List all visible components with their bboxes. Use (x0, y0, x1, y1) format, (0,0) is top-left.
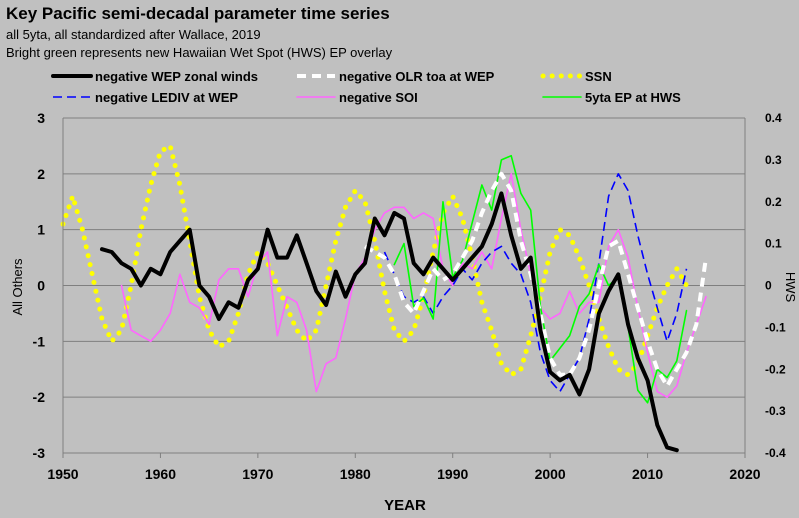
y-tick-label-right: -0.4 (765, 446, 786, 460)
chart-subtitle-1: all 5yta, all standardized after Wallace… (6, 27, 261, 42)
legend-label: negative LEDIV at WEP (95, 90, 238, 105)
series-line-2 (60, 143, 689, 378)
y-axis-label-right: HWS (783, 272, 798, 303)
series-layer (60, 143, 708, 453)
x-tick-label: 1980 (340, 466, 371, 482)
series-line-4 (120, 173, 707, 399)
x-tick-label: 1950 (47, 466, 78, 482)
y-tick-label-right: -0.3 (765, 404, 786, 418)
plot-area: 1950 1960 1970 1980 1990 2000 2010 2020 3 2 1 0 -1 -2… (33, 110, 786, 482)
chart-title: Key Pacific semi-decadal parameter time … (6, 4, 390, 23)
series-line-3 (383, 173, 688, 393)
y-tick-label-left: 2 (37, 166, 45, 182)
x-tick-label: 2020 (729, 466, 760, 482)
header: Key Pacific semi-decadal parameter time … (6, 4, 393, 60)
legend-label: negative WEP zonal winds (95, 69, 258, 84)
legend: negative WEP zonal winds negative OLR toa… (51, 69, 681, 105)
y-tick-label-right: 0 (765, 279, 772, 293)
y-tick-label-left: -1 (33, 333, 46, 349)
x-tick-label: 1970 (242, 466, 273, 482)
x-tick-label: 1990 (437, 466, 468, 482)
chart-subtitle-2: Bright green represents new Hawaiian Wet… (6, 45, 393, 60)
y-tick-label-right: 0.2 (765, 195, 782, 209)
x-axis-label: YEAR (384, 497, 426, 514)
y-tick-label-left: 0 (37, 278, 45, 294)
y-tick-label-right: 0.1 (765, 237, 782, 251)
y-tick-label-left: 3 (37, 110, 45, 126)
y-tick-label-right: 0.4 (765, 111, 782, 125)
y-tick-label-right: -0.1 (765, 320, 786, 334)
gridlines (63, 117, 745, 454)
legend-label: SSN (585, 69, 612, 84)
legend-label: 5yta EP at HWS (585, 90, 681, 105)
x-tick-label: 2010 (632, 466, 663, 482)
x-tick-label: 1960 (145, 466, 176, 482)
y-tick-label-left: -3 (33, 445, 46, 461)
axes: 1950 1960 1970 1980 1990 2000 2010 2020 3 2 1 0 -1 -2… (33, 110, 786, 482)
x-tick-label: 2000 (535, 466, 566, 482)
y-axis-label-left: All Others (10, 258, 25, 316)
y-tick-label-right: 0.3 (765, 153, 782, 167)
legend-label: negative OLR toa at WEP (339, 69, 495, 84)
series-line-0 (100, 191, 679, 453)
y-tick-label-left: -2 (33, 389, 46, 405)
y-tick-label-left: 1 (37, 222, 45, 238)
legend-label: negative SOI (339, 90, 418, 105)
y-tick-label-right: -0.2 (765, 362, 786, 376)
